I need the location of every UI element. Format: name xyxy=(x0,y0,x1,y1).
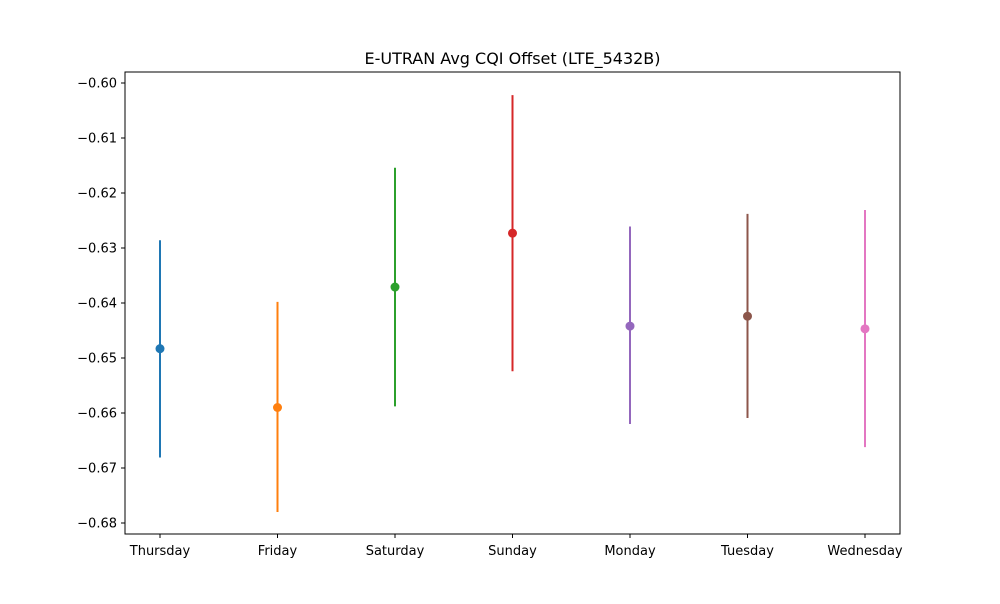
x-tick-label: Saturday xyxy=(366,544,425,559)
mean-point xyxy=(625,321,635,331)
x-tick-label: Wednesday xyxy=(827,544,903,559)
y-tick-label: −0.63 xyxy=(77,242,117,257)
mean-point xyxy=(743,311,752,321)
mean-point xyxy=(155,344,165,354)
x-tick-label: Sunday xyxy=(488,544,537,559)
y-tick-label: −0.62 xyxy=(77,187,117,202)
y-tick-label: −0.67 xyxy=(77,462,117,477)
y-tick-label: −0.60 xyxy=(77,77,117,92)
mean-point xyxy=(860,324,870,334)
mean-point xyxy=(508,228,517,238)
y-tick-label: −0.65 xyxy=(77,352,117,367)
x-tick-label: Friday xyxy=(258,544,298,559)
mean-point xyxy=(390,282,400,292)
x-tick-label: Thursday xyxy=(129,544,191,559)
y-tick-label: −0.68 xyxy=(77,517,117,532)
mean-point xyxy=(273,403,282,412)
y-tick-label: −0.66 xyxy=(77,407,117,422)
series-markers xyxy=(155,95,870,512)
y-axis: −0.68 −0.67 −0.66 −0.65 −0.64 −0.63 −0.62 −0.61… xyxy=(77,77,125,532)
x-tick-label: Tuesday xyxy=(720,544,774,559)
x-axis: Thursday Friday Saturday Sunday Monday Tuesda… xyxy=(129,534,903,559)
chart-title: E-UTRAN Avg CQI Offset (LTE_5432B) xyxy=(364,49,660,69)
y-tick-label: −0.61 xyxy=(77,132,117,147)
plot-frame xyxy=(124,71,901,535)
x-tick-label: Monday xyxy=(604,544,656,559)
y-tick-label: −0.64 xyxy=(77,297,117,312)
